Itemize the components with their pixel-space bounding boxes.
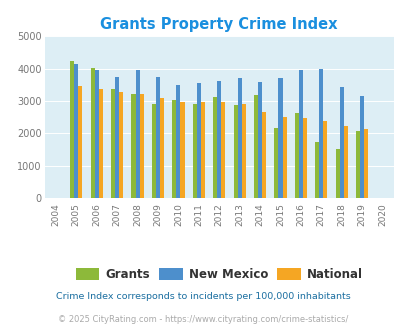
Bar xyxy=(98,89,102,198)
Bar xyxy=(233,105,237,198)
Bar xyxy=(135,70,139,198)
Bar xyxy=(363,129,367,198)
Bar xyxy=(111,89,115,198)
Bar xyxy=(253,94,258,198)
Bar xyxy=(94,70,98,198)
Bar xyxy=(322,121,327,198)
Bar xyxy=(151,104,156,198)
Bar xyxy=(119,92,123,198)
Bar xyxy=(241,104,245,198)
Bar xyxy=(70,61,74,198)
Bar xyxy=(180,102,184,198)
Bar xyxy=(314,142,318,198)
Bar xyxy=(115,77,119,198)
Bar xyxy=(343,126,347,198)
Bar xyxy=(262,112,266,198)
Bar xyxy=(355,131,359,198)
Bar xyxy=(176,85,180,198)
Text: © 2025 CityRating.com - https://www.cityrating.com/crime-statistics/: © 2025 CityRating.com - https://www.city… xyxy=(58,315,347,324)
Bar xyxy=(274,128,278,198)
Bar xyxy=(217,81,221,198)
Bar xyxy=(156,77,160,198)
Bar xyxy=(339,87,343,198)
Bar xyxy=(78,86,82,198)
Bar xyxy=(359,96,363,198)
Bar xyxy=(335,148,339,198)
Bar xyxy=(90,68,94,198)
Bar xyxy=(131,94,135,198)
Bar xyxy=(318,69,322,198)
Title: Grants Property Crime Index: Grants Property Crime Index xyxy=(100,17,337,32)
Bar xyxy=(302,118,306,198)
Bar xyxy=(200,102,205,198)
Bar xyxy=(237,78,241,198)
Text: Crime Index corresponds to incidents per 100,000 inhabitants: Crime Index corresponds to incidents per… xyxy=(55,292,350,301)
Bar xyxy=(221,102,225,198)
Bar xyxy=(213,97,217,198)
Bar xyxy=(74,64,78,198)
Bar xyxy=(196,82,200,198)
Bar xyxy=(192,104,196,198)
Bar xyxy=(298,70,302,198)
Legend: Grants, New Mexico, National: Grants, New Mexico, National xyxy=(70,263,367,286)
Bar xyxy=(139,93,143,198)
Bar xyxy=(172,100,176,198)
Bar xyxy=(160,98,164,198)
Bar xyxy=(258,82,262,198)
Bar xyxy=(294,113,298,198)
Bar xyxy=(282,117,286,198)
Bar xyxy=(278,78,282,198)
